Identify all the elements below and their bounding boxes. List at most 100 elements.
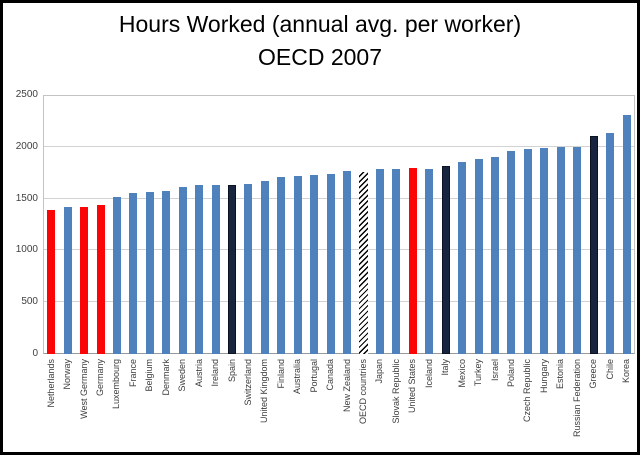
bar-track <box>59 95 75 354</box>
x-tick-label-estonia: Estonia <box>555 359 566 390</box>
category-slot-finland: Finland <box>273 95 289 455</box>
bar-track <box>553 95 569 354</box>
bar-canada <box>326 174 335 354</box>
bar-united-kingdom <box>260 181 269 354</box>
x-tick-label-switzerland: Switzerland <box>242 359 253 406</box>
category-slot-slovak-republic: Slovak Republic <box>388 95 404 455</box>
bar-iceland <box>425 169 434 354</box>
gridline-500 <box>44 300 634 302</box>
bar-track <box>503 95 519 354</box>
category-slot-oecd-countries: OECD countries <box>355 95 371 455</box>
x-tick: Austria <box>194 354 205 455</box>
category-slot-spain: Spain <box>224 95 240 455</box>
bar-track <box>339 95 355 354</box>
x-tick-label-united-kingdom: United Kingdom <box>259 359 270 424</box>
bar-track <box>569 95 585 354</box>
bar-norway <box>63 207 72 354</box>
bar-track <box>585 95 601 354</box>
bar-oecd-countries <box>359 172 369 354</box>
x-tick-label-germany: Germany <box>95 359 106 397</box>
x-tick-label-netherlands: Netherlands <box>45 359 56 408</box>
x-tick: Slovak Republic <box>391 354 402 455</box>
x-tick: Chile <box>605 354 616 455</box>
category-slot-west-germany: West Germany <box>76 95 92 455</box>
x-tick-label-iceland: Iceland <box>423 359 434 389</box>
bar-track <box>207 95 223 354</box>
bar-track <box>421 95 437 354</box>
bar-track <box>273 95 289 354</box>
category-slot-italy: Italy <box>438 95 454 455</box>
bar-track <box>109 95 125 354</box>
bar-netherlands <box>47 210 56 354</box>
gridline-1000 <box>44 249 634 251</box>
x-tick-label-spain: Spain <box>226 359 237 383</box>
x-tick: Iceland <box>424 354 435 455</box>
x-tick: Norway <box>62 354 73 455</box>
category-slot-chile: Chile <box>602 95 618 455</box>
x-tick-label-italy: Italy <box>440 359 451 376</box>
bar-italy <box>441 166 450 354</box>
x-tick: Israel <box>490 354 501 455</box>
x-tick: Russian Federation <box>572 354 583 455</box>
x-tick-label-norway: Norway <box>62 359 73 390</box>
bar-track <box>602 95 618 354</box>
bar-chile <box>606 133 615 354</box>
x-tick-label-denmark: Denmark <box>160 359 171 396</box>
bar-sweden <box>178 187 187 354</box>
y-tick-label-1500: 1500 <box>15 192 38 204</box>
bar-portugal <box>310 175 319 354</box>
bar-track <box>322 95 338 354</box>
x-tick: Belgium <box>144 354 155 455</box>
x-tick: Sweden <box>177 354 188 455</box>
category-slot-new-zealand: New Zealand <box>339 95 355 455</box>
x-tick-label-united-states: United States <box>407 359 418 414</box>
x-tick-label-hungary: Hungary <box>538 359 549 394</box>
x-tick: Ireland <box>210 354 221 455</box>
category-slot-netherlands: Netherlands <box>43 95 59 455</box>
x-tick-label-japan: Japan <box>374 359 385 384</box>
x-tick: Spain <box>227 354 238 455</box>
category-slot-austria: Austria <box>191 95 207 455</box>
category-slot-norway: Norway <box>59 95 75 455</box>
bar-czech-republic <box>523 149 532 354</box>
x-tick: Canada <box>325 354 336 455</box>
bar-track <box>240 95 256 354</box>
bar-france <box>129 193 138 354</box>
bar-greece <box>589 136 598 354</box>
bar-hungary <box>540 148 549 354</box>
category-slot-korea: Korea <box>618 95 634 455</box>
category-slot-switzerland: Switzerland <box>240 95 256 455</box>
x-tick: Estonia <box>555 354 566 455</box>
x-tick-label-russian-federation: Russian Federation <box>571 359 582 438</box>
x-tick-label-west-germany: West Germany <box>78 359 89 419</box>
x-tick: Italy <box>440 354 451 455</box>
bar-japan <box>375 169 384 354</box>
x-tick-label-new-zealand: New Zealand <box>341 359 352 413</box>
plot-area <box>43 95 635 354</box>
bar-track <box>536 95 552 354</box>
x-tick-label-australia: Australia <box>292 359 303 395</box>
y-tick-label-1000: 1000 <box>15 244 38 256</box>
bar-track <box>76 95 92 354</box>
bar-belgium <box>145 192 154 354</box>
x-tick: Finland <box>276 354 287 455</box>
bar-track <box>405 95 421 354</box>
bar-estonia <box>556 147 565 354</box>
bar-track <box>191 95 207 354</box>
bar-spain <box>228 185 237 354</box>
category-slot-estonia: Estonia <box>553 95 569 455</box>
category-slot-russian-federation: Russian Federation <box>569 95 585 455</box>
x-tick: New Zealand <box>342 354 353 455</box>
category-slot-portugal: Portugal <box>306 95 322 455</box>
bar-track <box>175 95 191 354</box>
x-tick: Japan <box>374 354 385 455</box>
x-tick: Korea <box>621 354 632 455</box>
x-tick-label-greece: Greece <box>588 359 599 389</box>
x-tick-label-belgium: Belgium <box>144 359 155 392</box>
x-tick-label-poland: Poland <box>505 359 516 388</box>
bar-mexico <box>458 162 467 354</box>
bar-russian-federation <box>573 147 582 354</box>
bar-slovak-republic <box>392 169 401 354</box>
y-tick-label-0: 0 <box>32 348 38 359</box>
category-slot-japan: Japan <box>372 95 388 455</box>
